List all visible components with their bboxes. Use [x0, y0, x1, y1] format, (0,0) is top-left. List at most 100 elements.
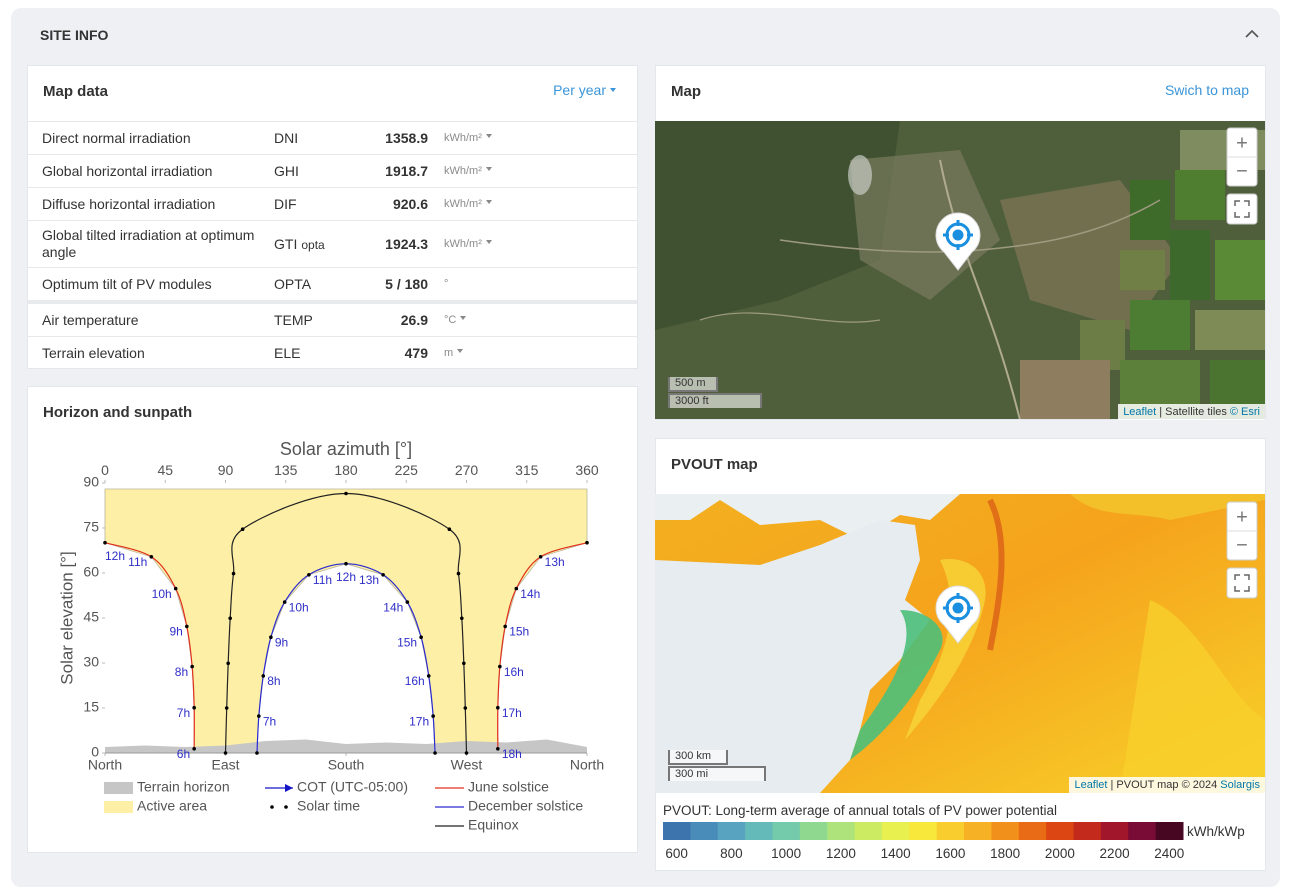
- hour-point: [185, 625, 189, 629]
- y-tick-label: 90: [83, 474, 99, 490]
- legend-title: PVOUT: Long-term average of annual total…: [663, 803, 1057, 818]
- hour-point: [496, 747, 500, 751]
- color-cell: [991, 822, 1019, 840]
- attribution-part: | Satellite tiles: [1159, 406, 1227, 418]
- hour-point: [241, 527, 245, 531]
- legend-tick-label: 600: [665, 846, 688, 861]
- legend-tick-label: 1600: [935, 846, 965, 861]
- hour-point: [255, 751, 259, 755]
- attribution-part[interactable]: Solargis: [1220, 779, 1260, 791]
- zoom-in[interactable]: +: [1236, 132, 1248, 154]
- hour-point: [307, 573, 311, 577]
- scale-bar: 500 m: [668, 377, 718, 392]
- attribution-part[interactable]: Leaflet: [1074, 779, 1107, 791]
- legend-label: Equinox: [468, 817, 519, 833]
- scale-bar: 3000 ft: [668, 393, 762, 408]
- hour-label: 15h: [509, 625, 529, 639]
- x-direction-label: North: [88, 757, 122, 773]
- hour-label: 8h: [267, 674, 280, 688]
- hour-point: [283, 600, 287, 604]
- hour-label: 14h: [520, 587, 540, 601]
- legend-label: Solar time: [297, 798, 360, 814]
- fullscreen-control: [1227, 194, 1257, 224]
- legend-tick-label: 1000: [771, 846, 801, 861]
- axis-title: Solar azimuth [°]: [280, 439, 412, 459]
- hour-point: [226, 662, 230, 666]
- hour-label: 7h: [263, 714, 276, 728]
- legend-swatch: [284, 805, 288, 809]
- y-tick-label: 75: [83, 519, 99, 535]
- hour-label: 9h: [275, 635, 288, 649]
- legend-label: COT (UTC-05:00): [297, 779, 408, 795]
- y-tick-label: 45: [83, 609, 99, 625]
- hour-point: [515, 587, 519, 591]
- hour-point: [269, 635, 273, 639]
- hour-label: 13h: [545, 555, 565, 569]
- y-tick-label: 30: [83, 654, 99, 670]
- pvout-map[interactable]: [655, 494, 1265, 793]
- zoom-in[interactable]: +: [1236, 506, 1248, 528]
- color-cell: [745, 822, 773, 840]
- x-direction-label: West: [451, 757, 483, 773]
- color-cell: [1156, 822, 1184, 840]
- color-cell: [1128, 822, 1156, 840]
- legend-arrow: [285, 784, 293, 792]
- x-direction-label: East: [211, 757, 239, 773]
- attribution-part[interactable]: © Esri: [1230, 406, 1260, 418]
- color-cell: [718, 822, 746, 840]
- color-cell: [663, 822, 691, 840]
- legend-tick-label: 1400: [881, 846, 911, 861]
- hour-label: 15h: [397, 635, 417, 649]
- color-cell: [1046, 822, 1074, 840]
- legend-label: Terrain horizon: [137, 779, 230, 795]
- hour-label: 11h: [128, 555, 147, 569]
- hour-label: 12h: [105, 549, 125, 563]
- attribution: Leaflet| Satellite tiles© Esri: [1118, 404, 1265, 420]
- legend-label: December solstice: [468, 798, 583, 814]
- color-cell: [800, 822, 828, 840]
- hour-point: [503, 625, 507, 629]
- hour-label: 13h: [359, 573, 379, 587]
- hour-point: [232, 572, 236, 576]
- zoom-out[interactable]: −: [1236, 534, 1248, 556]
- satellite-map[interactable]: [655, 121, 1265, 420]
- attribution-part[interactable]: Leaflet: [1123, 406, 1156, 418]
- legend-swatch: [104, 782, 133, 794]
- color-cell: [1101, 822, 1129, 840]
- legend-swatch: [104, 801, 133, 813]
- legend-tick-label: 2400: [1154, 846, 1184, 861]
- hour-point: [150, 555, 154, 559]
- hour-label: 16h: [405, 674, 425, 688]
- hour-point: [103, 541, 107, 545]
- hour-point: [463, 706, 467, 710]
- hour-label: 14h: [383, 600, 403, 614]
- y-tick-label: 15: [83, 699, 99, 715]
- hour-point: [539, 555, 543, 559]
- x-tick-label: 180: [334, 462, 358, 478]
- x-tick-label: 270: [455, 462, 479, 478]
- hour-point: [344, 562, 348, 566]
- hour-point: [431, 714, 435, 718]
- fullscreen-control: [1227, 568, 1257, 598]
- color-cell: [964, 822, 992, 840]
- color-cell: [909, 822, 937, 840]
- scale-bar: 300 km: [668, 750, 728, 765]
- legend-tick-label: 2000: [1045, 846, 1075, 861]
- hour-label: 7h: [177, 706, 190, 720]
- color-cell: [937, 822, 965, 840]
- legend-tick-label: 1800: [990, 846, 1020, 861]
- hour-point: [224, 751, 228, 755]
- hour-label: 6h: [177, 747, 190, 761]
- legend-label: Active area: [137, 798, 207, 814]
- color-cell: [690, 822, 718, 840]
- x-tick-label: 360: [575, 462, 599, 478]
- color-cell: [1074, 822, 1102, 840]
- hour-label: 9h: [169, 625, 182, 639]
- hour-point: [460, 617, 464, 621]
- x-tick-label: 0: [101, 462, 109, 478]
- hour-point: [174, 587, 178, 591]
- zoom-out[interactable]: −: [1236, 160, 1248, 182]
- color-cell: [882, 822, 910, 840]
- hour-point: [190, 665, 194, 669]
